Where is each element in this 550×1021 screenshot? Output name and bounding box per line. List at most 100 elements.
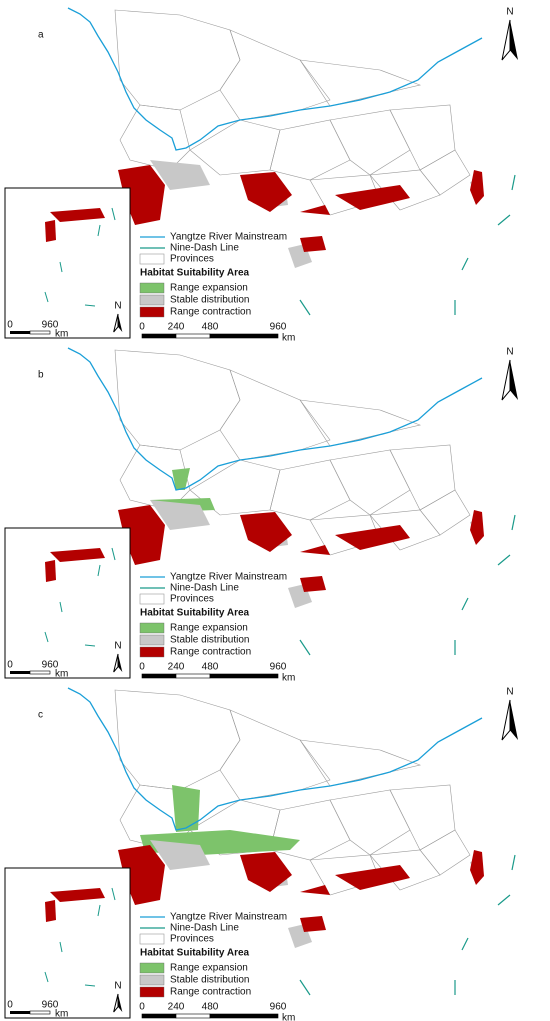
province	[389, 104, 456, 171]
inset-dash	[111, 547, 116, 561]
scale-bar	[209, 1013, 279, 1019]
legend-swatch	[139, 986, 165, 998]
inset-scale-bar	[10, 331, 30, 334]
nine-dash	[511, 174, 516, 191]
legend-title: Habitat Suitability Area	[140, 268, 250, 279]
river	[67, 687, 483, 831]
inset-dash	[97, 564, 101, 577]
legend-label: Range expansion	[170, 963, 248, 974]
legend-label: Yangtze River Mainstream	[170, 912, 287, 923]
inset-scale-unit: km	[55, 1009, 68, 1020]
habitat-patch	[335, 865, 410, 890]
nine-dash	[299, 979, 311, 996]
legend-swatch	[139, 933, 165, 945]
province	[269, 119, 351, 181]
nine-dash	[511, 854, 516, 871]
scale-label: 960	[270, 662, 287, 673]
habitat-patch	[240, 172, 292, 212]
north-label: N	[506, 347, 513, 358]
north-arrow	[510, 700, 518, 740]
inset-frame	[4, 527, 131, 679]
scale-label: 960	[270, 1002, 287, 1013]
scale-label: 960	[270, 322, 287, 333]
nine-dash	[461, 597, 469, 611]
scale-bar	[209, 333, 279, 339]
habitat-patch	[300, 576, 326, 592]
province	[389, 444, 456, 511]
scale-label: 480	[202, 1002, 219, 1013]
inset-scale-bar	[29, 1010, 51, 1015]
inset-dash	[111, 207, 116, 221]
scale-unit: km	[282, 333, 295, 344]
inset-dash	[44, 631, 49, 643]
river	[67, 7, 483, 151]
habitat-patch	[300, 885, 330, 895]
panel-label: b	[38, 370, 44, 381]
legend-label: Provinces	[170, 254, 214, 265]
inset-dash	[59, 601, 63, 613]
legend-swatch	[139, 634, 165, 646]
scale-bar	[209, 673, 279, 679]
habitat-patch	[300, 236, 326, 252]
inset-patch	[45, 560, 56, 582]
panel-label: a	[38, 30, 44, 41]
inset-scale-label: 0	[7, 1000, 13, 1011]
habitat-patch	[150, 160, 210, 190]
legend-title: Habitat Suitability Area	[140, 948, 250, 959]
inset-scale-bar	[29, 670, 51, 675]
legend-label: Range contraction	[170, 647, 251, 658]
north-arrow	[118, 994, 123, 1012]
province	[269, 459, 351, 521]
north-label: N	[506, 7, 513, 18]
north-label: N	[114, 641, 121, 652]
scale-unit: km	[282, 673, 295, 684]
scale-label: 480	[202, 662, 219, 673]
province	[419, 489, 471, 536]
scale-bar	[175, 673, 211, 679]
north-label: N	[114, 981, 121, 992]
habitat-patch	[335, 525, 410, 550]
legend-swatch	[139, 253, 165, 265]
legend-swatch	[139, 974, 165, 986]
province	[329, 789, 411, 856]
inset-scale-bar	[10, 1011, 30, 1014]
province	[219, 369, 331, 461]
habitat-patch	[240, 852, 292, 892]
inset-scale-label: 0	[7, 660, 13, 671]
river	[67, 347, 483, 491]
inset-patch	[50, 208, 105, 222]
province	[329, 109, 411, 176]
north-label: N	[114, 301, 121, 312]
habitat-patch	[150, 500, 210, 530]
inset-scale-label: 960	[42, 320, 59, 331]
north-arrow	[501, 19, 511, 61]
inset-dash	[84, 304, 96, 307]
scale-bar	[175, 1013, 211, 1019]
scale-label: 240	[168, 662, 185, 673]
habitat-patch	[300, 916, 326, 932]
habitat-patch	[300, 205, 330, 215]
habitat-patch	[300, 545, 330, 555]
scale-bar	[141, 1013, 177, 1019]
legend-label: Range expansion	[170, 283, 248, 294]
legend-label: Range contraction	[170, 987, 251, 998]
scale-bar	[141, 333, 177, 339]
habitat-patch	[172, 785, 200, 832]
province	[299, 739, 422, 787]
province	[114, 349, 241, 451]
inset-frame	[4, 187, 131, 339]
habitat-patch	[335, 185, 410, 210]
inset-dash	[59, 941, 63, 953]
nine-dash	[497, 214, 511, 226]
legend-label: Nine-Dash Line	[170, 923, 239, 934]
inset-dash	[84, 984, 96, 987]
province	[269, 799, 351, 861]
inset-scale-unit: km	[55, 669, 68, 680]
habitat-patch	[470, 510, 484, 545]
inset-scale-label: 960	[42, 660, 59, 671]
inset-scale-bar	[29, 330, 51, 335]
nine-dash	[497, 554, 511, 566]
scale-label: 0	[139, 322, 145, 333]
nine-dash	[497, 894, 511, 906]
